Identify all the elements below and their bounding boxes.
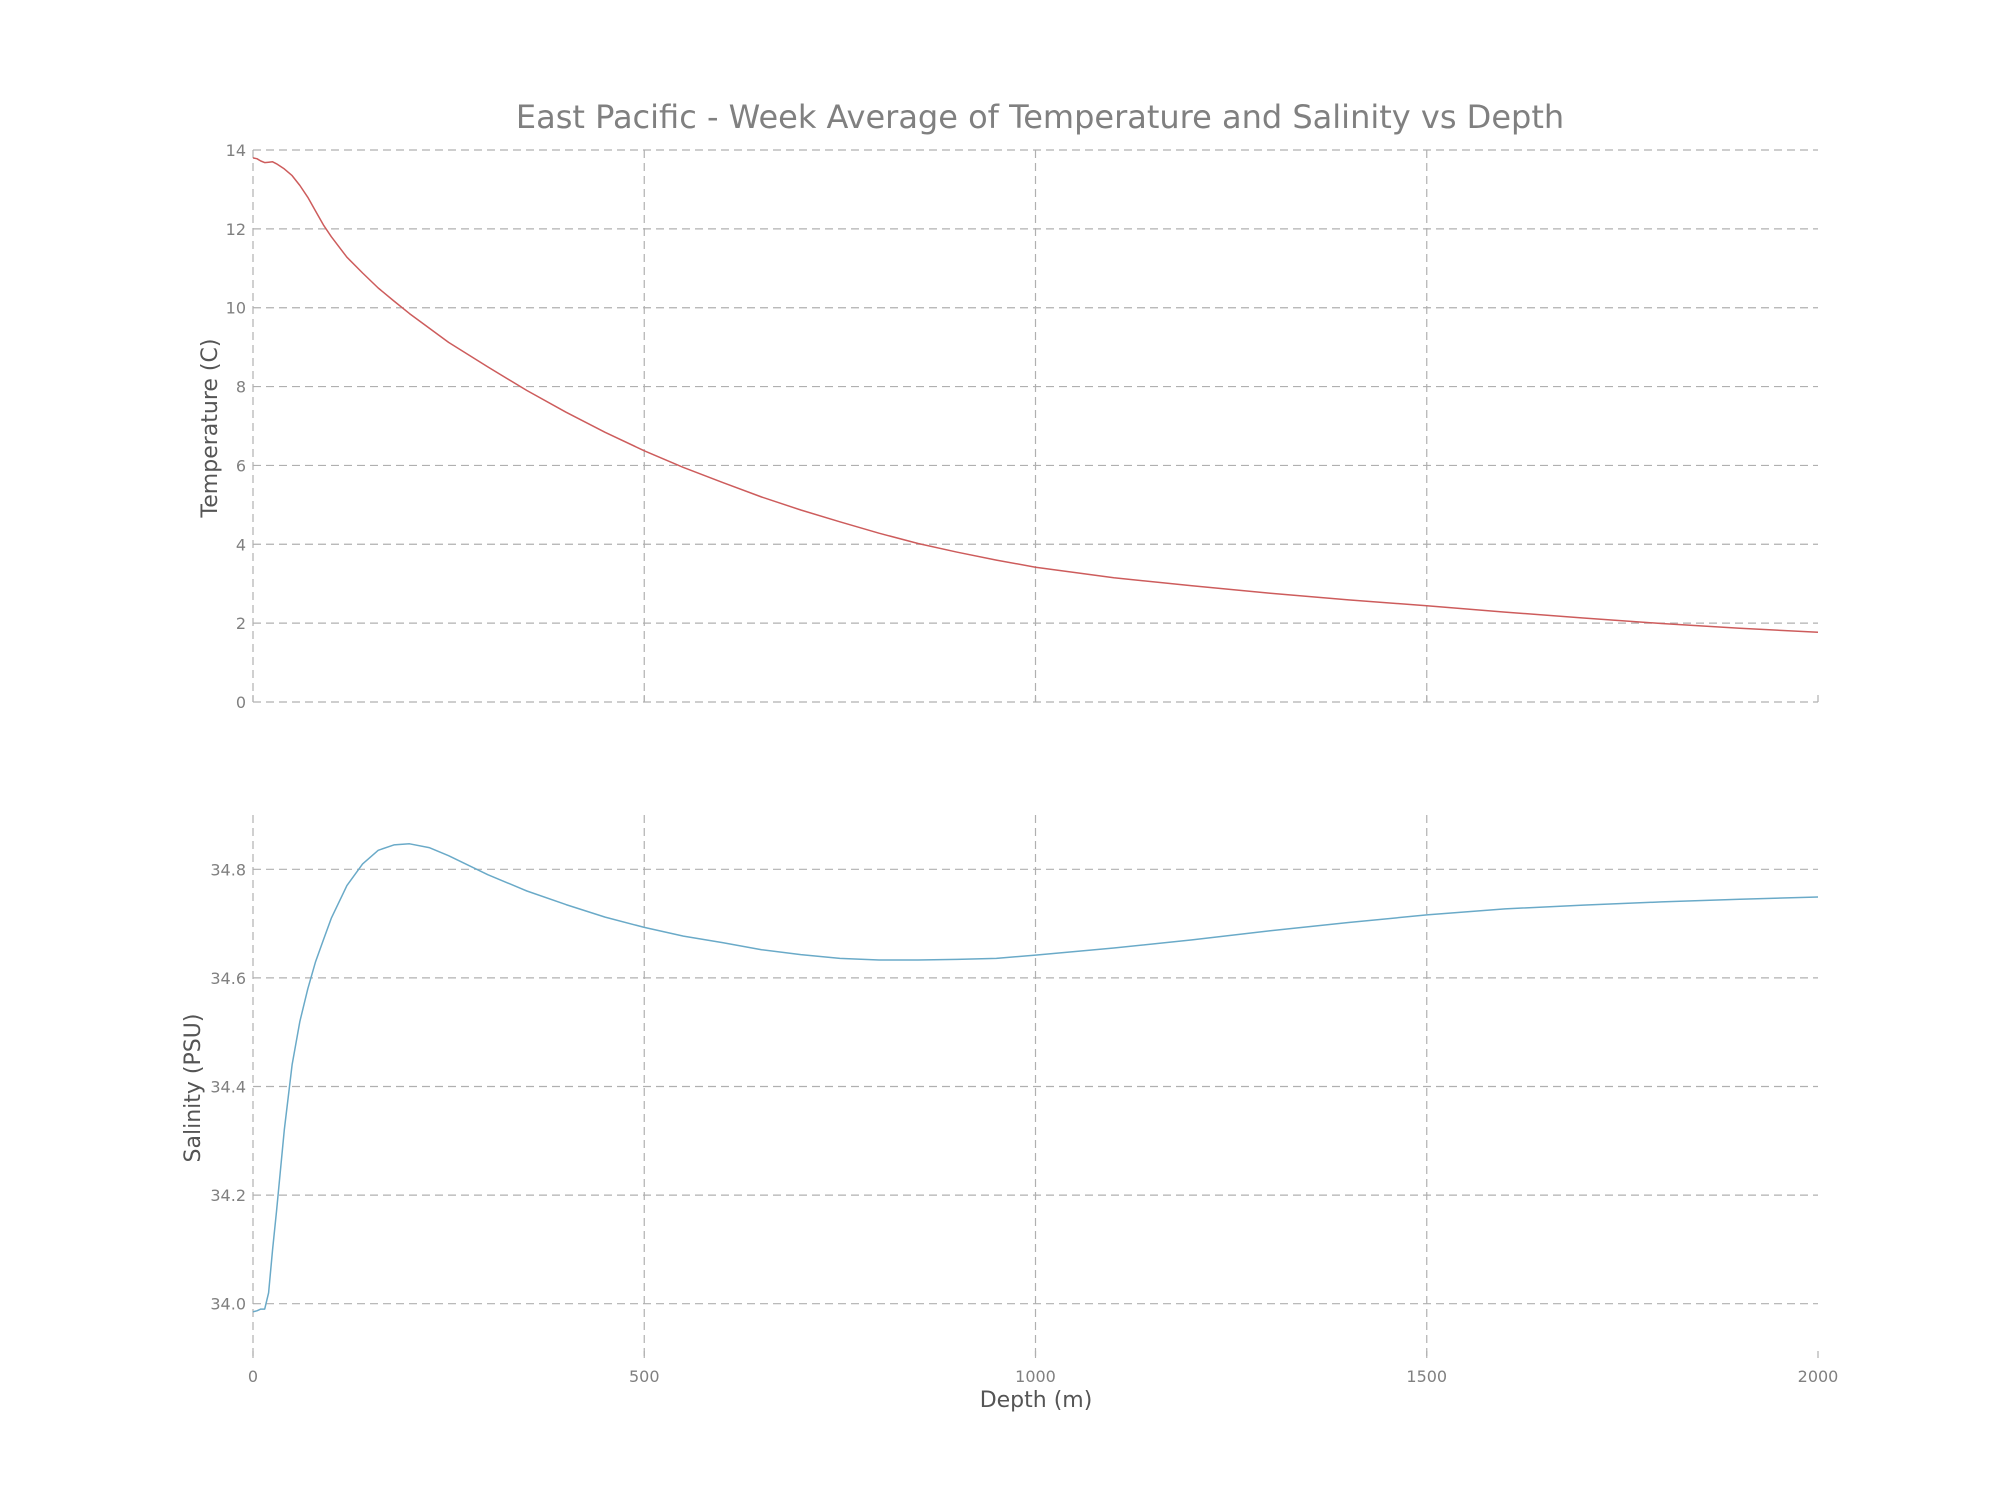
chart-title: East Pacific - Week Average of Temperatu… <box>516 98 1564 136</box>
salinity-y-axis-label: Salinity (PSU) <box>181 1014 206 1163</box>
temperature-series <box>252 157 1819 633</box>
depth-x-axis-label: Depth (m) <box>980 1388 1093 1413</box>
salinity-ticks: 34.0 34.2 34.4 34.6 34.8 0 500 1000 1500 2000 <box>210 860 1838 1386</box>
salinity-x-tick-label: 2000 <box>1798 1367 1839 1386</box>
temperature-grid <box>252 149 1818 703</box>
temperature-y-tick-label: 14 <box>226 141 246 160</box>
salinity-x-tick-label: 0 <box>248 1367 258 1386</box>
salinity-series <box>252 843 1819 1313</box>
temperature-ticks: 0 2 4 6 8 10 12 14 <box>226 141 1819 712</box>
salinity-y-tick-label: 34.6 <box>210 969 246 988</box>
salinity-series-line <box>252 843 1819 1313</box>
temperature-y-tick-label: 6 <box>236 456 246 475</box>
temperature-y-tick-label: 10 <box>226 299 246 318</box>
temperature-y-axis-label: Temperature (C) <box>198 339 223 519</box>
salinity-x-tick-label: 1000 <box>1015 1367 1056 1386</box>
salinity-y-tick-label: 34.2 <box>210 1186 246 1205</box>
temperature-y-tick-label: 2 <box>236 614 246 633</box>
temperature-series-line <box>252 157 1819 633</box>
salinity-y-tick-label: 34.4 <box>210 1078 246 1097</box>
temperature-panel: 0 2 4 6 8 10 12 14 Temperature (C) <box>198 141 1819 712</box>
salinity-y-tick-label: 34.8 <box>210 860 246 879</box>
salinity-x-tick-label: 1500 <box>1406 1367 1447 1386</box>
salinity-x-tick-label: 500 <box>629 1367 660 1386</box>
salinity-panel: 34.0 34.2 34.4 34.6 34.8 0 500 1000 1500 2000 Sal… <box>181 815 1838 1413</box>
temperature-y-tick-label: 12 <box>226 220 246 239</box>
salinity-grid <box>252 815 1818 1358</box>
temperature-y-tick-label: 8 <box>236 378 246 397</box>
temperature-y-tick-label: 0 <box>236 693 246 712</box>
temperature-y-tick-label: 4 <box>236 535 246 554</box>
salinity-y-tick-label: 34.0 <box>210 1295 246 1314</box>
